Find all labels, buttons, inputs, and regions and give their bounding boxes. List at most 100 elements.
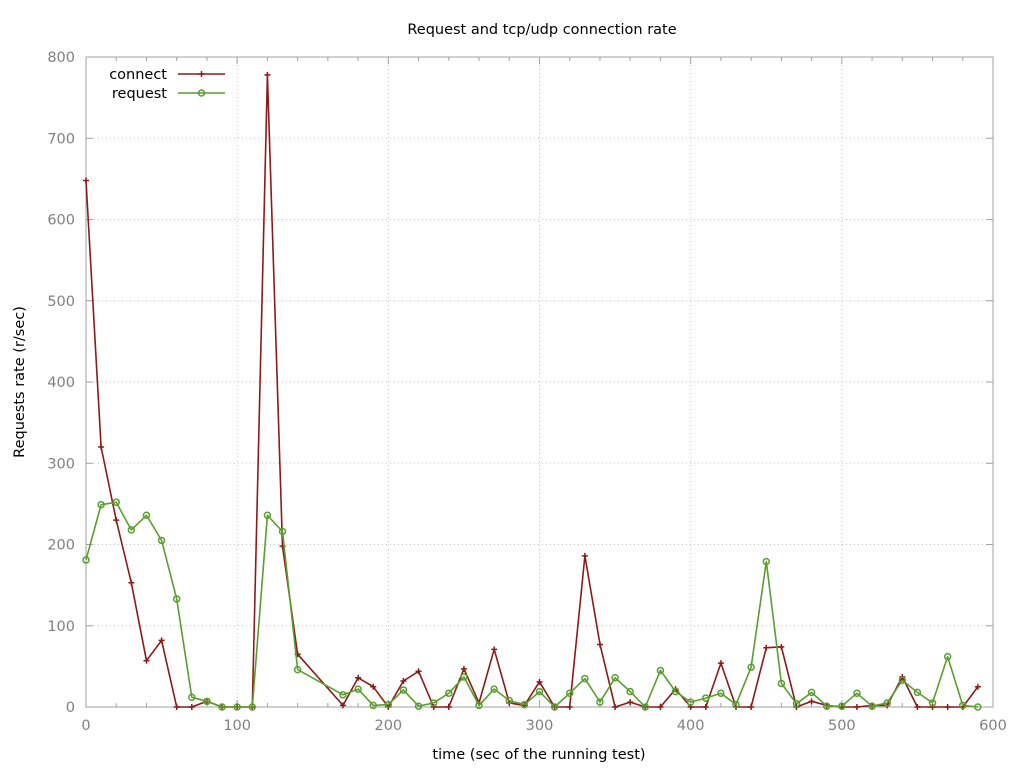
data-point-request — [565, 689, 574, 697]
data-point-request — [853, 689, 861, 697]
data-point-request — [626, 687, 634, 696]
data-point-request — [838, 702, 846, 710]
data-point-request — [792, 700, 801, 708]
data-point-connect — [974, 683, 981, 690]
data-point-request — [928, 699, 937, 707]
data-point-connect — [657, 704, 664, 710]
y-tick-label: 700 — [47, 131, 75, 147]
data-point-connect — [717, 660, 724, 667]
data-point-request — [717, 689, 725, 697]
data-point-request — [807, 688, 816, 697]
legend-marker-connect — [198, 71, 205, 77]
data-point-request — [868, 702, 876, 710]
chart-title: Request and tcp/udp connection rate — [407, 22, 676, 38]
data-point-request — [490, 685, 498, 693]
data-point-request — [943, 652, 952, 661]
series-line-request — [85, 501, 978, 708]
x-tick-label: 0 — [81, 718, 90, 734]
data-point-connect — [778, 643, 785, 650]
data-point-request — [747, 663, 755, 671]
series-line-connect — [85, 74, 979, 708]
grid-layer — [86, 57, 993, 707]
x-tick-label: 100 — [223, 718, 251, 734]
data-point-request — [414, 702, 423, 710]
legend-label-request: request — [112, 86, 167, 102]
data-point-request — [218, 703, 226, 711]
x-tick-label: 500 — [828, 718, 856, 734]
series-request — [82, 498, 982, 711]
data-point-connect — [491, 646, 498, 653]
data-point-request — [732, 700, 740, 709]
data-point-request — [550, 703, 559, 711]
data-point-request — [354, 685, 362, 693]
data-point-request — [97, 500, 105, 509]
x-axis-label: time (sec of the running test) — [432, 747, 645, 763]
data-point-request — [611, 674, 619, 682]
data-point-connect — [748, 704, 755, 710]
data-point-connect — [128, 579, 135, 586]
data-point-request — [686, 698, 695, 706]
data-point-connect — [536, 678, 543, 685]
data-point-request — [898, 676, 907, 684]
data-point-connect — [400, 678, 407, 684]
data-point-connect — [158, 637, 165, 644]
data-point-request — [263, 511, 272, 519]
data-point-request — [762, 557, 770, 566]
data-point-request — [520, 700, 529, 709]
data-point-request — [399, 686, 408, 694]
data-point-request — [172, 595, 181, 603]
data-point-connect — [83, 177, 89, 184]
x-tick-label: 300 — [526, 718, 554, 734]
data-point-connect — [355, 674, 362, 681]
data-point-request — [203, 697, 211, 706]
legend-marker-request — [197, 89, 206, 97]
data-point-request — [339, 691, 347, 699]
data-point-request — [641, 703, 650, 711]
y-tick-label: 600 — [47, 213, 75, 229]
data-point-request — [505, 696, 514, 705]
data-point-request — [535, 687, 544, 696]
tick-layer: 0 100 200 300 400 500 600 700 800 0 100 200 300 400 50… — [47, 50, 1007, 734]
data-point-request — [974, 703, 982, 711]
data-point-request — [233, 703, 241, 711]
data-point-request — [581, 674, 589, 683]
data-point-request — [702, 694, 710, 702]
data-point-request — [127, 526, 136, 534]
data-point-connect — [143, 657, 150, 664]
data-point-connect — [188, 704, 195, 710]
data-point-request — [913, 688, 922, 697]
data-point-request — [112, 498, 120, 506]
y-tick-label: 300 — [47, 456, 75, 472]
data-point-connect — [763, 644, 770, 651]
data-point-request — [883, 699, 891, 707]
y-tick-label: 100 — [47, 619, 75, 635]
x-tick-label: 200 — [374, 718, 402, 734]
data-point-connect — [430, 704, 437, 710]
data-point-request — [460, 673, 468, 681]
data-point-request — [293, 665, 302, 674]
data-point-request — [142, 511, 151, 519]
data-point-request — [596, 698, 604, 706]
data-point-connect — [581, 552, 588, 559]
y-tick-label: 500 — [47, 294, 75, 310]
data-point-connect — [853, 704, 860, 710]
data-point-connect — [702, 704, 709, 710]
series-connect — [83, 71, 981, 710]
data-point-connect — [914, 704, 921, 710]
data-point-request — [445, 689, 453, 697]
data-point-connect — [808, 698, 815, 705]
data-point-connect — [113, 517, 120, 524]
data-point-connect — [173, 704, 180, 710]
data-point-request — [429, 699, 438, 707]
data-point-connect — [929, 704, 936, 710]
data-point-connect — [264, 71, 271, 78]
data-point-request — [157, 536, 166, 545]
data-point-connect — [370, 683, 377, 690]
data-point-connect — [944, 704, 951, 710]
data-point-request — [475, 701, 483, 710]
data-point-connect — [445, 704, 452, 710]
data-point-connect — [566, 704, 573, 710]
data-point-connect — [612, 704, 619, 710]
